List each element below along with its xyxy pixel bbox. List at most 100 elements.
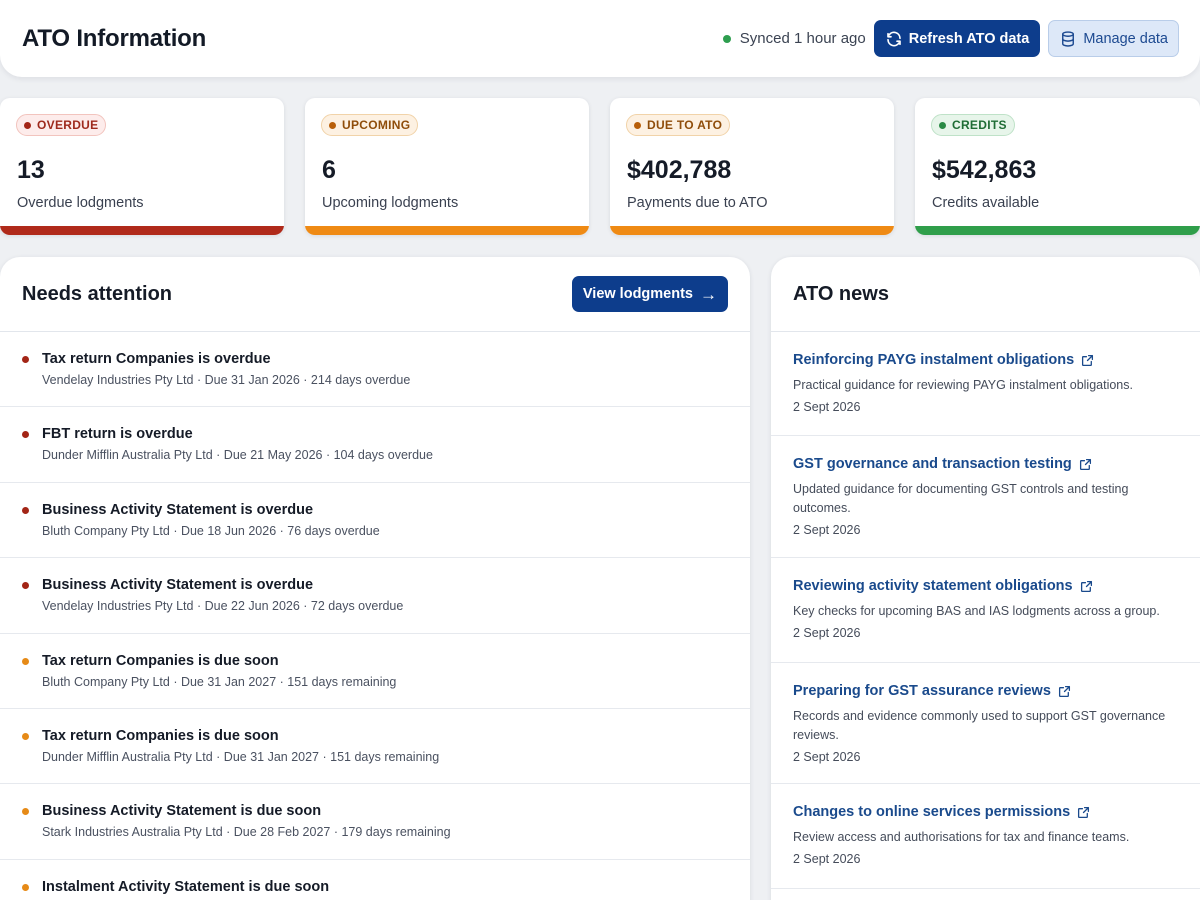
news-item-title: GST governance and transaction testing [793, 456, 1072, 472]
news-item-link[interactable]: Reviewing activity statement obligations [793, 578, 1178, 594]
attention-item-subtitle: Bluth Company Pty Ltd · Due 31 Jan 2027 … [42, 674, 397, 689]
due-to-ato-badge-label: DUE TO ATO [647, 118, 723, 132]
upcoming-badge-dot [329, 121, 336, 129]
credits-amount: $542,863 [932, 156, 1037, 184]
overdue-badge: OVERDUE [16, 114, 107, 136]
attention-item[interactable]: Tax return Companies is due soon Bluth C… [0, 634, 750, 709]
needs-attention-panel: Needs attention View lodgments → Tax ret… [0, 257, 750, 900]
news-item-description: Key checks for upcoming BAS and IAS lodg… [793, 604, 1160, 618]
sync-status: Synced 1 hour ago [722, 30, 866, 47]
news-item: GST governance and transaction testing U… [771, 436, 1200, 558]
overdue-color-bar [0, 226, 284, 235]
news-item: Reinforcing PAYG instalment obligations … [771, 332, 1200, 436]
external-link-icon [1082, 354, 1094, 366]
attention-item[interactable]: Instalment Activity Statement is due soo… [0, 860, 750, 900]
attention-item-subtitle: Dunder Mifflin Australia Pty Ltd · Due 2… [42, 448, 433, 463]
news-item-title: Preparing for GST assurance reviews [793, 683, 1051, 699]
attention-item-title: Business Activity Statement is due soon [42, 803, 322, 820]
news-list: Reinforcing PAYG instalment obligations … [771, 332, 1200, 889]
attention-item[interactable]: FBT return is overdue Dunder Mifflin Aus… [0, 407, 750, 483]
refresh-icon [886, 31, 901, 46]
external-link-icon [1080, 580, 1092, 592]
news-item-description: Records and evidence commonly used to su… [793, 709, 1166, 742]
overdue-badge-dot [24, 121, 31, 129]
header-actions: Synced 1 hour ago Refresh ATO data Manag… [722, 20, 1179, 57]
due-to-ato-amount: $402,788 [627, 156, 732, 184]
overdue-status-dot [22, 506, 29, 514]
overdue-count: 13 [17, 156, 45, 184]
due-to-ato-stat-card[interactable]: DUE TO ATO $402,788 Payments due to ATO [610, 98, 894, 235]
news-item-link[interactable]: Reinforcing PAYG instalment obligations [793, 352, 1178, 368]
upcoming-stat-card[interactable]: UPCOMING 6 Upcoming lodgments [305, 98, 589, 235]
attention-item-title: Instalment Activity Statement is due soo… [42, 878, 330, 895]
overdue-status-dot [22, 356, 29, 363]
news-item-description: Updated guidance for documenting GST con… [793, 482, 1129, 515]
attention-item-subtitle: Stark Industries Australia Pty Ltd · Due… [42, 825, 451, 840]
external-link-icon [1079, 458, 1091, 470]
external-link-icon [1058, 685, 1070, 697]
due-to-ato-label: Payments due to ATO [627, 195, 768, 211]
refresh-ato-data-button[interactable]: Refresh ATO data [873, 20, 1041, 57]
news-item: Preparing for GST assurance reviews Reco… [771, 663, 1200, 784]
attention-item[interactable]: Tax return Companies is due soon Dunder … [0, 709, 750, 785]
news-item-link[interactable]: Changes to online services permissions [793, 804, 1178, 820]
view-lodgments-label: View lodgments [582, 286, 693, 302]
news-item: Reviewing activity statement obligations… [771, 558, 1200, 663]
news-item: Changes to online services permissions R… [771, 784, 1200, 889]
attention-item[interactable]: Business Activity Statement is overdue B… [0, 483, 750, 559]
attention-item-subtitle: Vendelay Industries Pty Ltd · Due 22 Jun… [42, 599, 404, 614]
sync-status-dot [722, 34, 731, 43]
attention-item[interactable]: Business Activity Statement is overdue V… [0, 558, 750, 634]
due-to-ato-badge-dot [634, 121, 641, 129]
overdue-stat-card[interactable]: OVERDUE 13 Overdue lodgments [0, 98, 284, 235]
attention-item-title: Tax return Companies is due soon [42, 727, 279, 744]
news-item-date: 2 Sept 2026 [793, 626, 861, 640]
attention-item-title: Tax return Companies is due soon [42, 652, 279, 669]
credits-color-bar [915, 226, 1200, 235]
needs-attention-title: Needs attention [22, 282, 173, 305]
news-item-date: 2 Sept 2026 [793, 852, 861, 866]
upcoming-color-bar [305, 226, 589, 235]
credits-stat-card[interactable]: CREDITS $542,863 Credits available [915, 98, 1200, 235]
credits-label: Credits available [932, 195, 1040, 211]
attention-item[interactable]: Business Activity Statement is due soon … [0, 784, 750, 860]
upcoming-status-dot [22, 657, 29, 665]
overdue-label: Overdue lodgments [17, 195, 144, 211]
attention-item-subtitle: Bluth Company Pty Ltd · Due 18 Jun 2026 … [42, 523, 380, 538]
overdue-badge-label: OVERDUE [37, 118, 99, 132]
database-icon [1062, 30, 1075, 47]
due-to-ato-color-bar [610, 226, 894, 235]
news-item-date: 2 Sept 2026 [793, 400, 861, 414]
attention-item-title: FBT return is overdue [42, 426, 193, 443]
news-item-link[interactable]: Preparing for GST assurance reviews [793, 683, 1178, 699]
news-item-description: Review access and authorisations for tax… [793, 830, 1130, 844]
upcoming-badge-label: UPCOMING [342, 118, 411, 132]
external-link-icon [1078, 806, 1090, 818]
credits-badge-dot [939, 121, 946, 129]
manage-data-button[interactable]: Manage data [1048, 20, 1179, 57]
overdue-status-dot [22, 582, 29, 590]
upcoming-label: Upcoming lodgments [322, 195, 459, 211]
ato-news-title: ATO news [793, 282, 889, 305]
news-item-title: Changes to online services permissions [793, 804, 1071, 820]
news-item-title: Reinforcing PAYG instalment obligations [793, 352, 1075, 368]
credits-badge-label: CREDITS [952, 118, 1007, 132]
upcoming-status-dot [22, 808, 29, 816]
news-item-link[interactable]: GST governance and transaction testing [793, 456, 1178, 472]
news-item-date: 2 Sept 2026 [793, 750, 861, 764]
attention-item-title: Business Activity Statement is overdue [42, 577, 314, 594]
attention-item[interactable]: Tax return Companies is overdue Vendelay… [0, 332, 750, 408]
needs-attention-header: Needs attention View lodgments → [0, 257, 750, 332]
upcoming-count: 6 [322, 156, 336, 184]
attention-item-subtitle: Vendelay Industries Pty Ltd · Due 31 Jan… [42, 373, 411, 387]
attention-item-title: Tax return Companies is overdue [42, 351, 271, 367]
sync-status-text: Synced 1 hour ago [739, 30, 866, 47]
attention-list: Tax return Companies is overdue Vendelay… [0, 332, 750, 900]
upcoming-badge: UPCOMING [321, 114, 419, 136]
overdue-status-dot [22, 431, 29, 439]
manage-data-label: Manage data [1083, 30, 1168, 47]
view-lodgments-button[interactable]: View lodgments → [571, 276, 728, 312]
news-item-date: 2 Sept 2026 [793, 523, 861, 537]
upcoming-status-dot [22, 732, 29, 740]
page-title: ATO Information [22, 24, 207, 52]
